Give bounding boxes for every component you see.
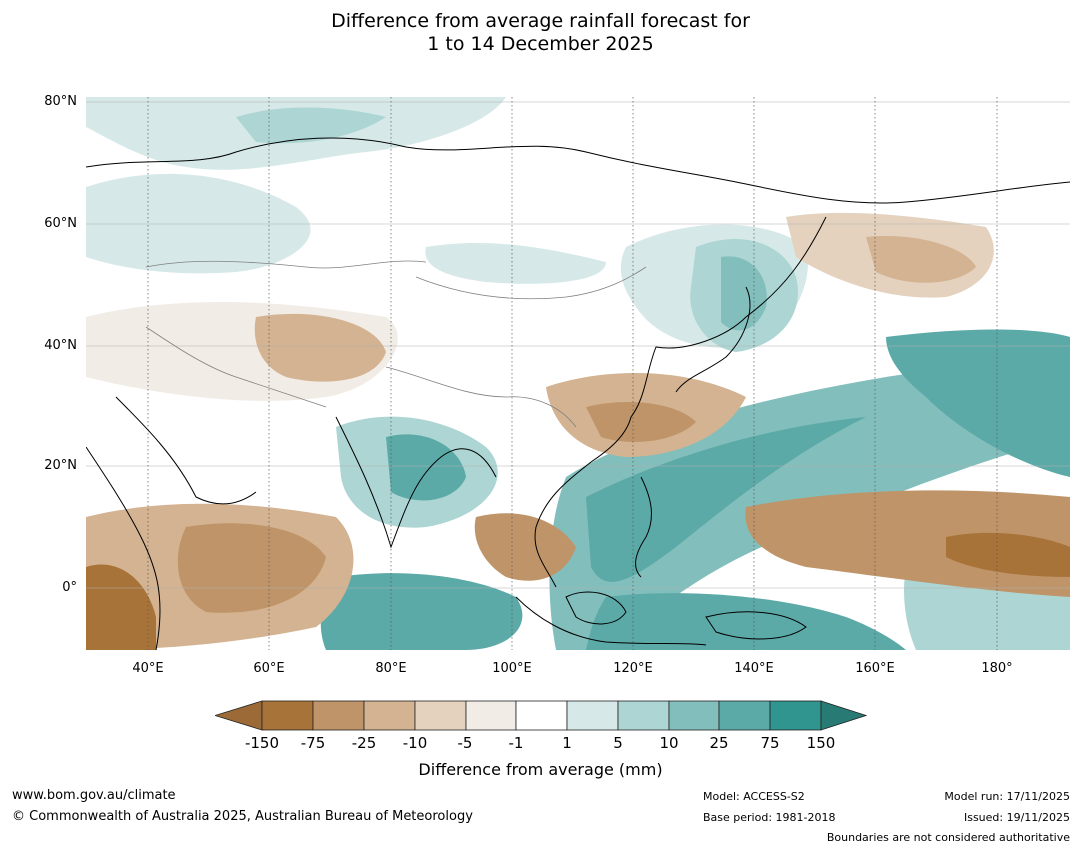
dry-region-iran (254, 313, 386, 382)
colorbar-swatch-dry-150 (261, 700, 314, 731)
base-period: Base period: 1981-2018 (703, 811, 836, 824)
colorbar-tick: 1 (562, 734, 572, 752)
coast-arabia (115, 396, 257, 505)
colorbar-swatch-wet-5 (617, 700, 670, 731)
coast-japan (675, 286, 751, 393)
colorbar-swatch-wet-25 (718, 700, 771, 731)
colorbar-tick: 75 (760, 734, 780, 752)
colorbar-swatch-wet-10 (668, 700, 720, 731)
wet-region-maritime (586, 593, 906, 650)
colorbar-tick: -150 (244, 734, 280, 752)
lon-label-140e: 140°E (734, 661, 774, 676)
colorbar-swatch-dry-5 (465, 700, 517, 731)
colorbar-swatch-dry-25 (363, 700, 416, 731)
copyright-text: © Commonwealth of Australia 2025, Austra… (12, 809, 473, 824)
issued-date: Issued: 19/11/2025 (963, 811, 1070, 824)
wet-region-east-pacific (886, 329, 1070, 477)
colorbar-tick: 25 (709, 734, 729, 752)
lon-label-180: 180° (981, 661, 1013, 676)
wet-region-japan-core (721, 256, 767, 331)
wet-region-arctic-core (236, 107, 386, 144)
dry-region-kamchatka-core (866, 236, 976, 283)
colorbar-tick: 150 (806, 734, 836, 752)
rainfall-anomaly-map (86, 97, 1070, 650)
border-china-mongolia (415, 266, 647, 300)
title-line-1: Difference from average rainfall forecas… (331, 10, 750, 32)
borders (145, 260, 647, 428)
graticule (86, 101, 1070, 589)
coast-eurasia-north (86, 137, 1070, 204)
lon-label-160e: 160°E (855, 661, 895, 676)
coast-new-guinea (705, 611, 807, 640)
border-middle-east (145, 326, 327, 408)
colorbar-tick: -25 (351, 734, 377, 752)
disclaimer-text: Boundaries are not considered authoritat… (826, 831, 1070, 844)
wet-region-bay-bengal-core (386, 434, 466, 501)
model-run-date: Model run: 17/11/2025 (944, 790, 1070, 803)
lon-label-80e: 80°E (375, 661, 407, 676)
colorbar-tick: -1 (508, 734, 524, 752)
coast-philippines (635, 476, 652, 578)
lon-label-60e: 60°E (253, 661, 285, 676)
colorbar-swatch-dry-10 (414, 700, 467, 731)
wet-region-mongolia (425, 242, 606, 284)
coast-sumatra-java (515, 596, 707, 646)
dry-region-central-pacific-core (946, 532, 1070, 577)
colorbar-extend-wet (820, 700, 867, 731)
dry-region-africa (86, 564, 156, 650)
lat-label-20n: 20°N (44, 458, 77, 473)
coast-india (335, 416, 497, 549)
colorbar-swatch-neutral (515, 700, 568, 731)
coast-borneo (565, 591, 627, 625)
wet-region-indian-ocean (320, 573, 523, 650)
lat-label-60n: 60°N (44, 216, 77, 231)
meridians (147, 97, 998, 650)
border-russia-kazakhstan (145, 260, 427, 269)
lon-label-120e: 120°E (613, 661, 653, 676)
colorbar-tick: -10 (402, 734, 428, 752)
lat-label-equator: 0° (62, 580, 77, 595)
wet-region-west-pacific-core (586, 417, 866, 582)
dry-region-indochina (474, 513, 576, 581)
coastlines (86, 137, 1070, 650)
coast-africa (86, 446, 161, 650)
colorbar-swatch-dry-75 (312, 700, 365, 731)
dry-region-china-core (586, 402, 696, 442)
lon-label-40e: 40°E (132, 661, 164, 676)
colorbar (215, 700, 867, 731)
lat-label-80n: 80°N (44, 94, 77, 109)
map-canvas (86, 97, 1070, 650)
dry-region-arabian-core (177, 523, 326, 613)
colorbar-swatch-wet-1 (566, 700, 619, 731)
coast-east-asia (590, 216, 827, 463)
lat-label-40n: 40°N (44, 338, 77, 353)
colorbar-tick: -75 (300, 734, 326, 752)
colorbar-tick: 10 (659, 734, 679, 752)
border-china-south (385, 366, 577, 428)
lon-label-100e: 100°E (492, 661, 532, 676)
colorbar-swatch-wet-75 (769, 700, 822, 731)
colorbar-extend-dry (215, 700, 263, 731)
coast-southeast-asia (534, 461, 592, 588)
colorbar-title: Difference from average (mm) (418, 760, 663, 779)
colorbar-tick: -5 (457, 734, 473, 752)
dry-anomaly-regions (86, 212, 1070, 650)
dry-region-central-pacific (745, 490, 1070, 597)
chart-title: Difference from average rainfall forecas… (0, 10, 1081, 56)
title-line-2: 1 to 14 December 2025 (427, 33, 654, 55)
colorbar-tick: 5 (613, 734, 623, 752)
model-name: Model: ACCESS-S2 (703, 790, 805, 803)
website-link[interactable]: www.bom.gov.au/climate (12, 788, 176, 803)
wet-region-russia (86, 173, 311, 274)
